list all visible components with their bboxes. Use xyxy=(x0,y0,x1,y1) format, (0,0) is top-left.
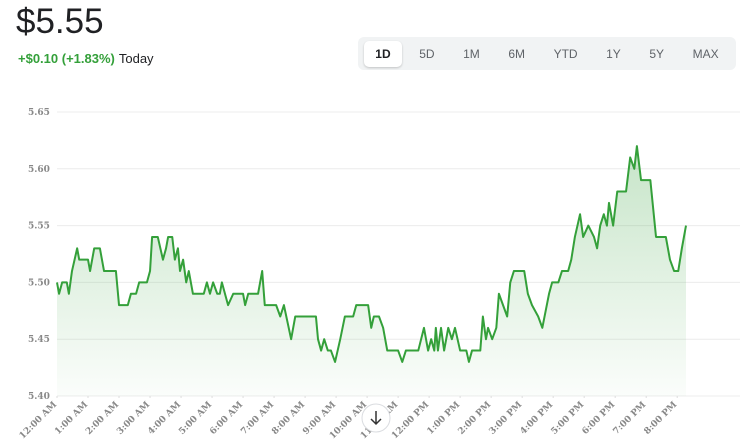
price: $5.55 xyxy=(16,2,104,41)
y-tick-label: 5.65 xyxy=(28,108,50,118)
y-tick-label: 5.55 xyxy=(28,222,50,232)
price-line xyxy=(56,145,687,363)
change: +$0.10 (+1.83%) xyxy=(18,51,115,66)
y-tick-label: 5.50 xyxy=(28,278,50,288)
range-button[interactable]: 1Y xyxy=(606,46,621,61)
x-tick-label: 12:00 AM xyxy=(18,400,59,440)
change-row: +$0.10 (+1.83%) Today xyxy=(18,51,154,66)
range-button[interactable]: 6M xyxy=(508,46,525,61)
range-button[interactable]: 5Y xyxy=(649,46,665,61)
y-tick-label: 5.45 xyxy=(28,335,50,345)
range-button[interactable]: 1M xyxy=(463,46,480,61)
range-button[interactable]: YTD xyxy=(553,46,578,61)
area xyxy=(57,146,686,396)
x-tick-label: 8:00 PM xyxy=(643,400,680,437)
period: Today xyxy=(118,51,154,66)
range-button[interactable]: MAX xyxy=(692,46,719,61)
range-button[interactable]: 5D xyxy=(419,46,435,61)
range-selector: 1D 5D 1M 6M YTD 1Y 5Y MAX xyxy=(358,37,736,70)
y-tick-label: 5.40 xyxy=(28,392,50,402)
scroll-arrow xyxy=(370,411,382,426)
range-button[interactable]: 1D xyxy=(364,40,402,67)
y-tick-label: 5.60 xyxy=(28,165,50,175)
